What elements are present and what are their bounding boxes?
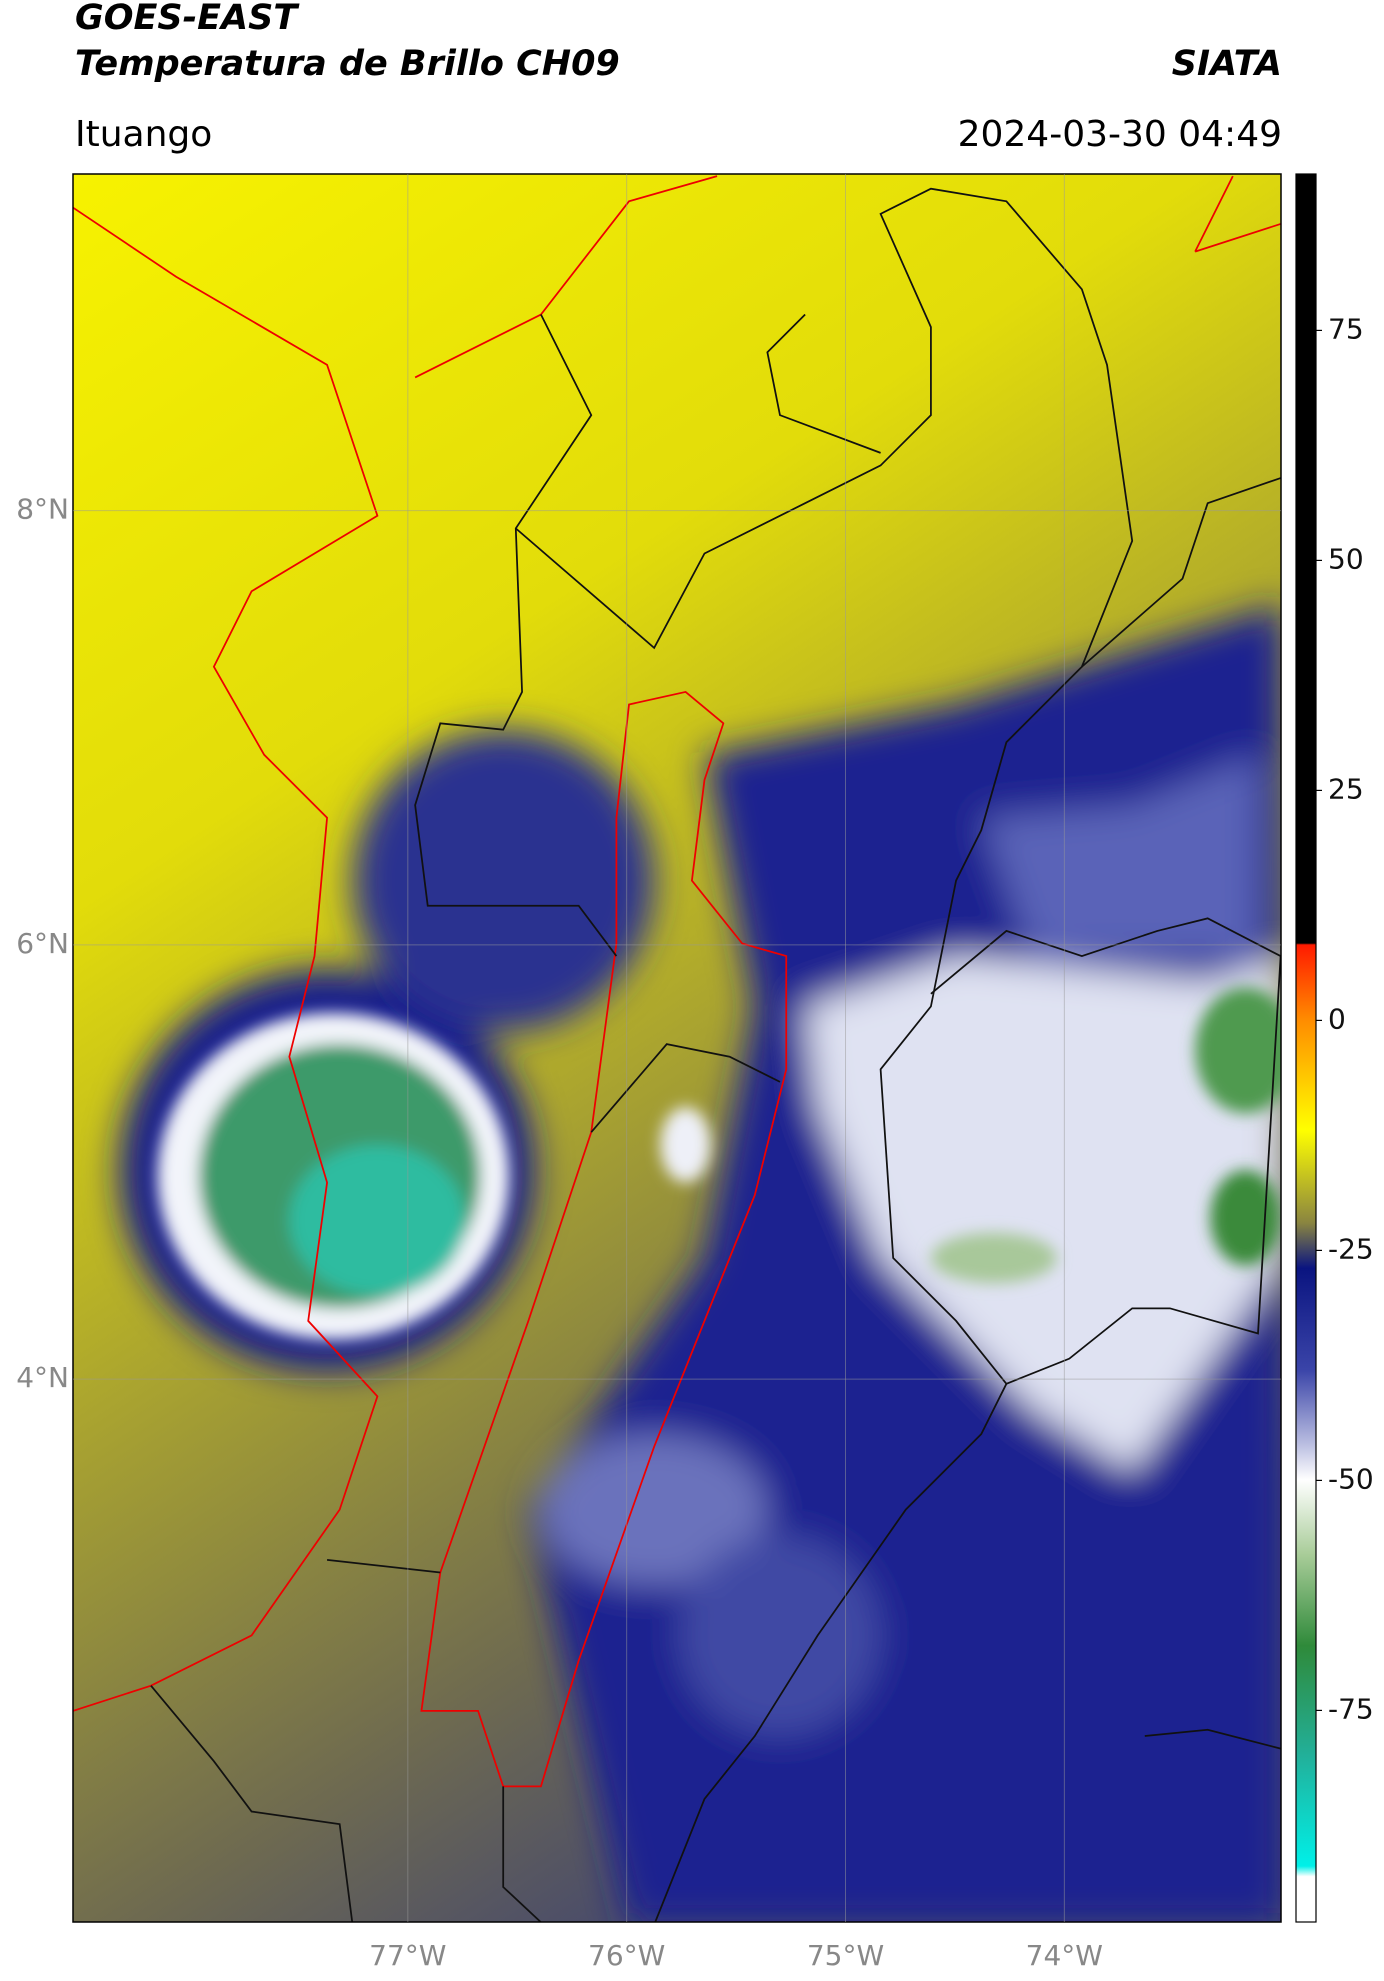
colorbar-tick-label: -75 bbox=[1328, 1692, 1374, 1725]
title: GOES-EAST bbox=[75, 0, 300, 38]
x-tick-label: 74°W bbox=[1026, 1939, 1103, 1972]
y-tick-label: 8°N bbox=[16, 493, 69, 526]
x-tick-label: 75°W bbox=[807, 1939, 884, 1972]
colorbar-tick-label: 75 bbox=[1328, 312, 1364, 345]
x-tick-label: 77°W bbox=[369, 1939, 446, 1972]
location: Ituango bbox=[75, 114, 212, 155]
satellite-image bbox=[73, 174, 1281, 1922]
colorbar-tick-label: -25 bbox=[1328, 1232, 1374, 1265]
colorbar bbox=[1295, 173, 1317, 1923]
colorbar-tick-label: 25 bbox=[1328, 772, 1364, 805]
brand: SIATA bbox=[1172, 44, 1282, 84]
colorbar-tick-label: 50 bbox=[1328, 542, 1364, 575]
subtitle: Temperatura de Brillo CH09 bbox=[75, 44, 620, 84]
datetime: 2024-03-30 04:49 bbox=[958, 114, 1282, 155]
map-frame bbox=[72, 173, 1282, 1923]
colorbar-tick-label: -50 bbox=[1328, 1462, 1374, 1495]
y-tick-label: 6°N bbox=[16, 927, 69, 960]
x-tick-label: 76°W bbox=[588, 1939, 665, 1972]
colorbar-tick-label: 0 bbox=[1328, 1002, 1346, 1035]
y-tick-label: 4°N bbox=[16, 1361, 69, 1394]
